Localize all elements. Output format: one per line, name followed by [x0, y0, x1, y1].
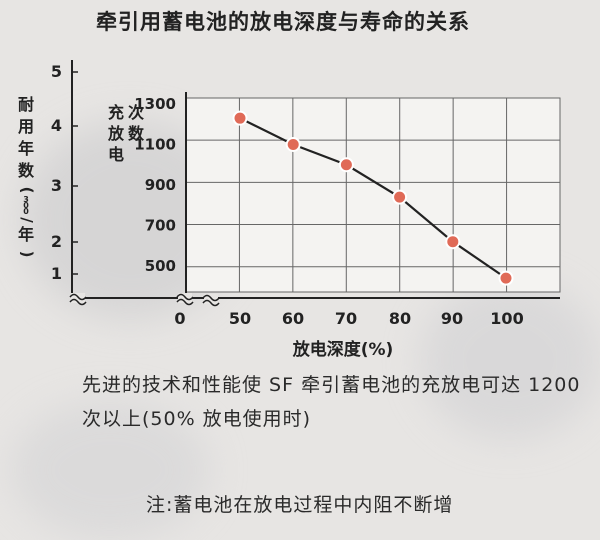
data-point — [285, 137, 301, 152]
data-point — [445, 234, 461, 250]
y2-tick-label: 2 — [51, 232, 62, 251]
description-note: 注:蓄电池在放电过程中内阻不断增 — [146, 494, 454, 516]
y-axis-label-char: 放 — [107, 124, 125, 143]
y-tick-label: 900 — [145, 176, 176, 194]
y2-axis-label-char: 3 — [23, 195, 29, 204]
y-axis-label-char: 充 — [108, 103, 124, 122]
x-axis-label: 放电深度(%) — [292, 339, 394, 360]
axis-break-mark — [202, 294, 220, 302]
x-tick-label: 80 — [389, 309, 411, 328]
plot-background — [186, 98, 560, 292]
y-tick-label: 500 — [145, 257, 176, 275]
description-paragraph: 先进的技术和性能使 SF 牵引蓄电池的充放电可达 1200 次以上(50% 放电… — [82, 374, 581, 430]
y-tick-label: 1100 — [134, 136, 176, 154]
y-axis-label-char: 次 — [128, 103, 144, 122]
y-axis-label-char: 电 — [108, 145, 124, 164]
data-point — [498, 270, 514, 286]
y2-axis-label-char: 数 — [18, 161, 35, 180]
axis-break-mark — [69, 293, 87, 301]
x-tick-label: 60 — [282, 309, 304, 328]
y2-tick-label: 3 — [51, 176, 62, 195]
axis-break-mark — [202, 299, 220, 307]
y2-axis-label-char: ) — [18, 251, 36, 258]
y2-tick-label: 5 — [51, 62, 62, 81]
data-point — [338, 157, 354, 173]
y2-axis-label-char: 年 — [18, 225, 34, 244]
x-tick-label: 90 — [441, 309, 463, 328]
chart-title: 牵引用蓄电池的放电深度与寿命的关系 — [96, 10, 470, 34]
y2-tick-label: 4 — [51, 116, 62, 135]
series-line — [239, 117, 507, 280]
background-shape — [10, 400, 210, 540]
y-axis-label-char: 数 — [128, 124, 145, 143]
x-tick-label: 50 — [229, 309, 251, 328]
y2-axis-label-char: 用 — [18, 117, 34, 136]
chart-area: 1300 1100 900 700 500 5 4 3 2 1 0 50 60 70 80 90 100 放电深度… — [18, 60, 561, 360]
y-tick-label: 700 — [145, 217, 176, 235]
axis-break-mark — [176, 298, 194, 306]
y2-tick-label: 1 — [51, 264, 62, 283]
data-point — [392, 189, 408, 205]
background-shape — [420, 280, 600, 440]
x-tick-label: 0 — [174, 309, 185, 328]
x-tick-label: 100 — [490, 309, 523, 328]
axis-break-mark — [69, 298, 87, 306]
y2-axis-label-char: 年 — [18, 139, 34, 158]
axis-break-mark — [176, 293, 194, 301]
x-tick-label: 70 — [335, 309, 357, 328]
y2-axis-label-char: 0 — [23, 207, 29, 216]
y2-axis-label-char: 0 — [23, 201, 29, 210]
y-tick-label: 1300 — [134, 95, 176, 113]
y2-axis-label-char: 耐 — [18, 95, 34, 114]
y2-axis-label-char: ( — [18, 187, 36, 194]
data-point — [232, 110, 248, 126]
y2-axis-label-char: / — [18, 217, 36, 223]
